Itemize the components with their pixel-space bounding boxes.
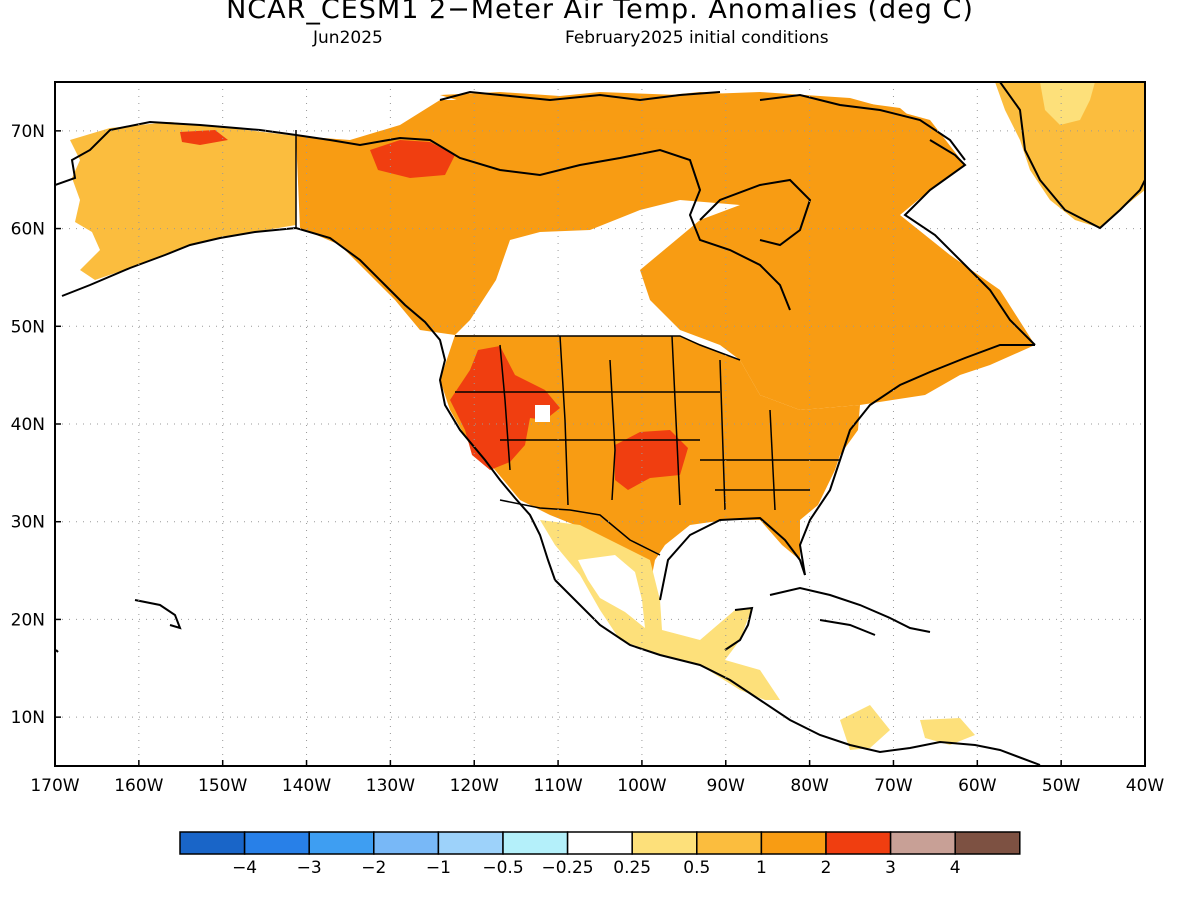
legend-swatch [373, 831, 440, 855]
legend-label: 1 [756, 858, 767, 878]
lon-tick-label: 150W [198, 776, 247, 796]
anomaly-field [55, 82, 1145, 766]
legend-label: 0.25 [613, 858, 651, 878]
legend-swatch [437, 831, 504, 855]
legend-swatch [825, 831, 892, 855]
lon-tick-label: 100W [617, 776, 666, 796]
map-title: NCAR_CESM1 2−Meter Air Temp. Anomalies (… [226, 0, 974, 25]
legend-label: 0.5 [683, 858, 710, 878]
lon-tick-label: 160W [114, 776, 163, 796]
legend-label: −0.25 [542, 858, 594, 878]
forecast-month: Jun2025 [313, 28, 383, 48]
lat-tick-label: 40N [11, 415, 45, 435]
arctic-islands-anomaly [440, 92, 920, 140]
initial-conditions: February2025 initial conditions [565, 28, 829, 48]
lat-tick-label: 10N [11, 708, 45, 728]
legend-label: −4 [232, 858, 257, 878]
lon-axis: 170W 160W 150W 140W 130W 120W 110W 100W 90W 80W 70… [30, 760, 1164, 796]
lat-tick-label: 70N [11, 122, 45, 142]
legend-swatch [308, 831, 375, 855]
lat-axis: 10N 20N 30N 40N 50N 60N 70N [11, 122, 61, 728]
lon-tick-label: 120W [450, 776, 499, 796]
lon-tick-label: 40W [1126, 776, 1165, 796]
legend-swatch [179, 831, 246, 855]
lat-tick-label: 30N [11, 513, 45, 533]
legend-label: −2 [361, 858, 386, 878]
alaska-anomaly-region [70, 122, 296, 280]
yukon-hotspot [370, 140, 455, 178]
mexico-white-patch [578, 555, 645, 628]
lon-tick-label: 140W [282, 776, 331, 796]
political-boundaries [295, 130, 840, 556]
south-america-anomaly [840, 705, 975, 750]
legend-swatch [566, 831, 633, 855]
legend-swatch [760, 831, 827, 855]
legend-label: −3 [297, 858, 322, 878]
alaska-north-hotspot [180, 130, 228, 145]
legend-swatch [889, 831, 956, 855]
greenland-light-patch [1040, 82, 1095, 125]
lon-tick-label: 130W [366, 776, 415, 796]
lat-tick-label: 60N [11, 220, 45, 240]
lat-tick-label: 20N [11, 610, 45, 630]
lon-tick-label: 110W [533, 776, 582, 796]
legend-label: −1 [426, 858, 451, 878]
canada-anomaly-region [296, 92, 1035, 410]
legend-label: 2 [821, 858, 832, 878]
legend-label: 3 [885, 858, 896, 878]
southern-plains-hotspot [615, 430, 688, 490]
lon-tick-label: 60W [958, 776, 997, 796]
lon-tick-label: 80W [790, 776, 829, 796]
legend-swatch [954, 831, 1021, 855]
lon-tick-label: 70W [874, 776, 913, 796]
lon-tick-label: 90W [707, 776, 746, 796]
lon-tick-label: 50W [1042, 776, 1081, 796]
legend-swatch [696, 831, 763, 855]
lon-tick-label: 170W [30, 776, 79, 796]
greenland-anomaly-region [995, 82, 1145, 228]
legend-swatch [502, 831, 569, 855]
legend-label: 4 [950, 858, 961, 878]
missing-cell [535, 405, 550, 422]
lat-tick-label: 50N [11, 317, 45, 337]
legend-swatch [243, 831, 310, 855]
legend-swatch [631, 831, 698, 855]
coastlines [55, 82, 1145, 766]
color-legend: −4 −3 −2 −1 −0.5 −0.25 0.25 0.5 1 2 3 4 [179, 831, 1021, 878]
legend-label: −0.5 [482, 858, 523, 878]
